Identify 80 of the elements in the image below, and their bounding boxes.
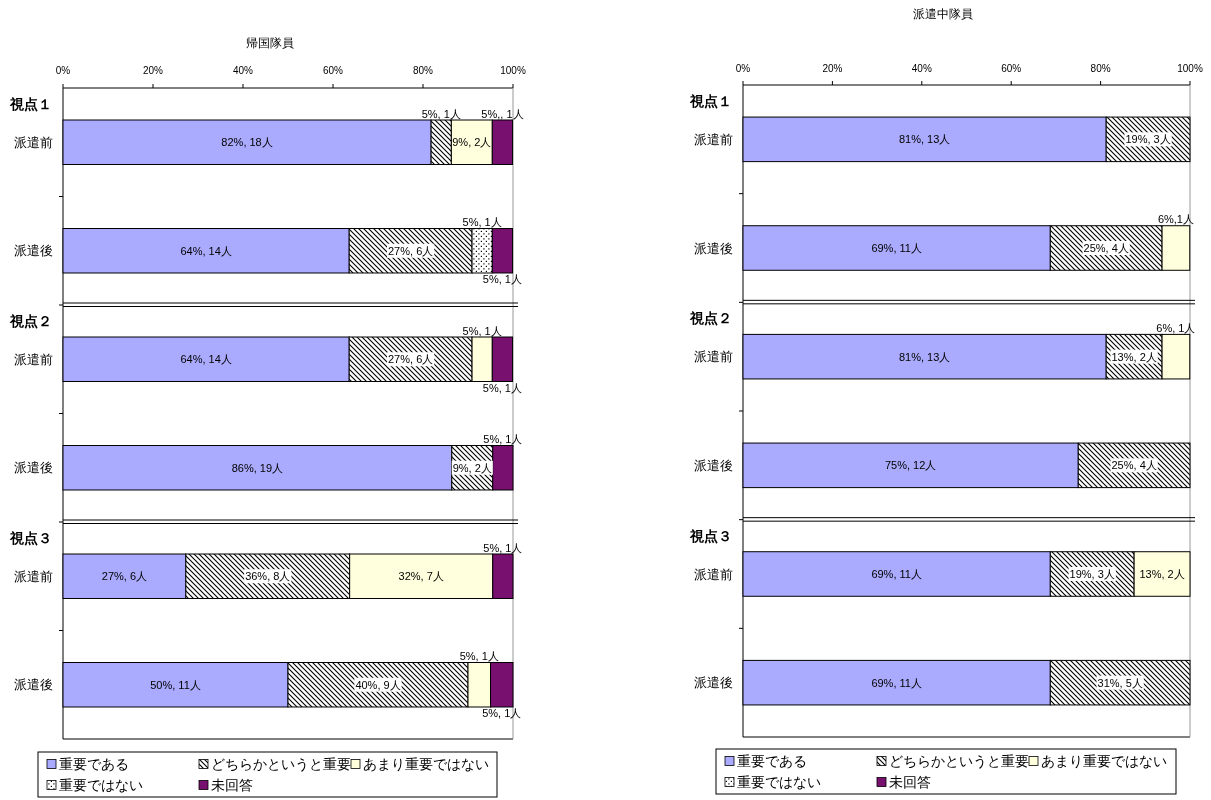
legend-label: あまり重要ではない	[1041, 753, 1167, 769]
group-label: 視点１	[10, 96, 52, 112]
x-tick-label: 0%	[735, 62, 751, 74]
x-tick-label: 100%	[1177, 62, 1203, 74]
data-label: 5%,, 1人	[481, 107, 524, 120]
data-label: 5%, 1人	[462, 324, 502, 337]
category-label: 派遣前	[14, 134, 53, 150]
data-label: 5%, 1人	[462, 216, 502, 228]
data-label: 69%, 11人	[871, 676, 922, 689]
data-label: 50%, 11人	[150, 678, 201, 691]
category-label: 派遣前	[14, 568, 53, 584]
data-label: 25%, 4人	[1111, 459, 1157, 472]
data-label: 5%, 1人	[459, 650, 499, 662]
data-label: 27%, 6人	[388, 244, 434, 257]
legend-label: 重要ではない	[59, 777, 143, 793]
data-label: 27%, 6人	[388, 353, 434, 366]
x-tick-label: 0%	[55, 64, 71, 76]
legend-label: 未回答	[889, 774, 931, 790]
x-tick-label: 100%	[500, 64, 526, 76]
group-label: 視点２	[10, 313, 52, 329]
x-tick-label: 80%	[413, 64, 433, 76]
x-tick-label: 20%	[143, 64, 163, 76]
data-label: 32%, 7人	[398, 570, 444, 583]
x-tick-label: 80%	[1090, 62, 1111, 74]
data-label: 5%, 1人	[482, 382, 522, 394]
data-label: 13%, 2人	[1139, 568, 1185, 580]
data-label: 5%, 1人	[482, 273, 522, 286]
data-label: 36%, 8人	[245, 570, 291, 583]
category-label: 派遣後	[14, 243, 53, 259]
data-label: 19%, 3人	[1125, 133, 1171, 146]
legend-label: どちらかというと重要	[211, 756, 351, 772]
category-label: 派遣前	[694, 349, 733, 365]
data-label: 86%, 19人	[231, 461, 284, 474]
legend-label: 重要ではない	[737, 774, 821, 790]
title: 派遣中隊員	[913, 7, 973, 21]
group-label: 視点２	[690, 310, 732, 327]
group-label: 視点３	[10, 530, 52, 546]
legend-label: どちらかというと重要	[889, 753, 1029, 769]
data-label: 13%, 2人	[1111, 350, 1157, 363]
category-label: 派遣前	[694, 566, 733, 582]
category-label: 派遣後	[694, 457, 733, 473]
legend-label: 重要である	[59, 756, 129, 772]
x-tick-label: 40%	[233, 64, 253, 76]
category-label: 派遣後	[14, 460, 53, 476]
x-tick-label: 20%	[822, 62, 843, 74]
category-label: 派遣後	[694, 240, 733, 256]
data-label: 40%, 9人	[355, 678, 401, 691]
category-label: 派遣前	[694, 131, 733, 147]
data-label: 5%, 1人	[483, 433, 523, 445]
data-label: 5%, 1人	[483, 541, 523, 554]
legend-label: 未回答	[211, 777, 253, 793]
data-label: 5%, 1人	[482, 707, 522, 720]
data-label: 69%, 11人	[871, 242, 922, 254]
data-label: 81%, 13人	[898, 133, 951, 146]
data-label: 9%, 2人	[452, 461, 492, 474]
data-label: 64%, 14人	[180, 353, 232, 366]
data-label: 64%, 14人	[180, 244, 232, 257]
data-label: 27%, 6人	[101, 570, 148, 583]
category-label: 派遣前	[14, 351, 53, 367]
group-label: 視点１	[690, 93, 732, 109]
data-label: 9%, 2人	[452, 136, 492, 149]
data-label: 69%, 11人	[871, 568, 922, 580]
data-label: 6%,1人	[1157, 213, 1194, 226]
x-tick-label: 60%	[1001, 62, 1022, 74]
legend-label: 重要である	[737, 753, 807, 769]
title: 帰国隊員	[246, 36, 294, 50]
category-label: 派遣後	[14, 677, 53, 693]
data-label: 25%, 4人	[1083, 242, 1129, 254]
data-label: 82%, 18人	[221, 136, 273, 149]
data-label: 31%, 5人	[1097, 676, 1143, 689]
data-label: 81%, 13人	[898, 350, 951, 363]
data-label: 6%, 1人	[1156, 321, 1196, 334]
data-label: 5%, 1人	[421, 107, 461, 120]
group-label: 視点３	[690, 527, 732, 544]
x-tick-label: 60%	[323, 64, 343, 76]
legend-label: あまり重要ではない	[363, 756, 489, 772]
x-tick-label: 40%	[911, 62, 932, 74]
data-label: 19%, 3人	[1069, 568, 1115, 580]
data-label: 75%, 12人	[884, 459, 937, 472]
category-label: 派遣後	[694, 675, 733, 691]
